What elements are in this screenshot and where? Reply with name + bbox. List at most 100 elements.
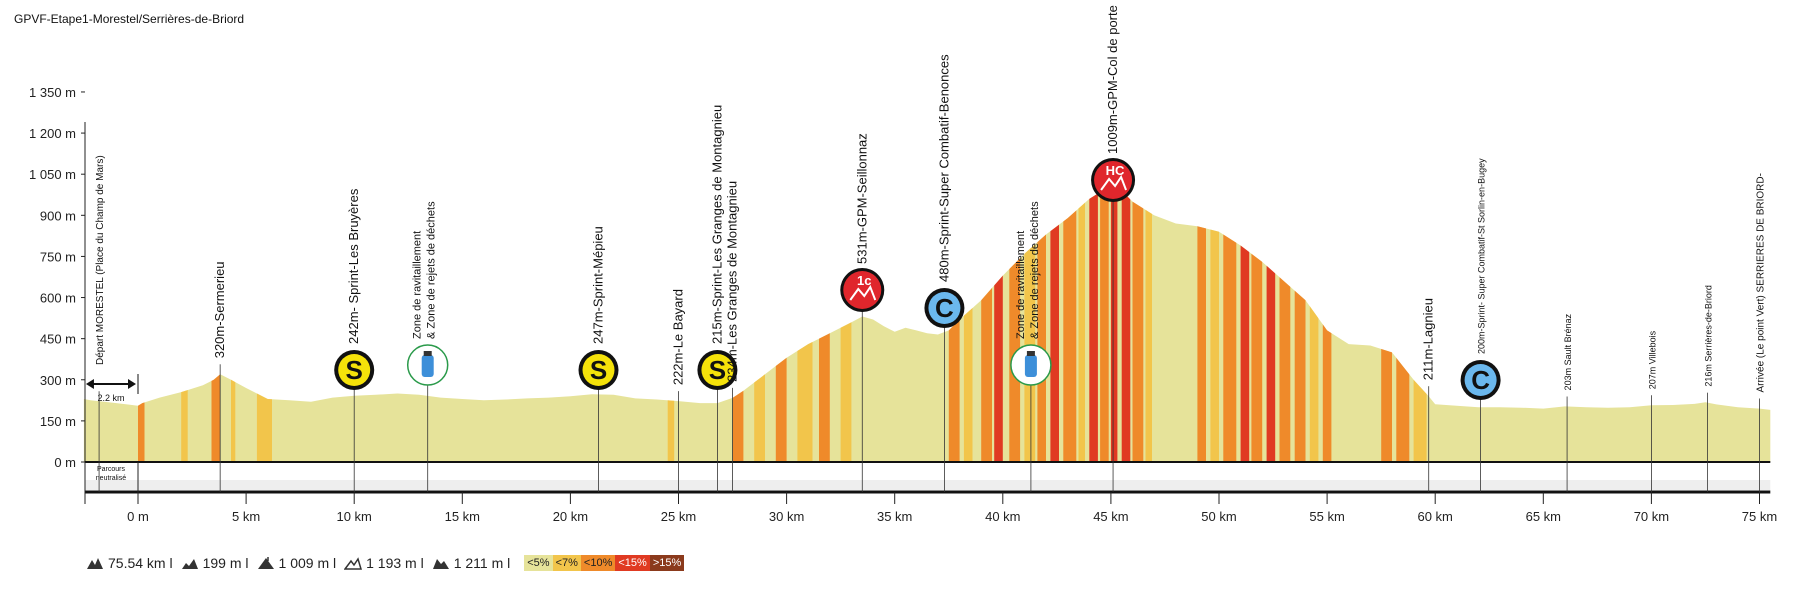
x-tick-label: 35 km (877, 509, 912, 524)
gradient-stripe (1100, 185, 1109, 462)
gradient-stripe (754, 185, 765, 462)
profile-area (83, 185, 1771, 462)
neutral-arrow-right (128, 379, 136, 389)
gradient-stripe (1063, 185, 1077, 462)
road-band (85, 480, 1771, 490)
mountain-prize-category: 1c (857, 273, 871, 288)
x-tick-label: 25 km (661, 509, 696, 524)
neutral-zone-label: Parcours (97, 466, 126, 473)
stat-descent: 1 211 m l (432, 555, 511, 571)
sprint-icon-glyph: S (709, 355, 726, 385)
waypoint-label: 531m-GPM-Seillonnaz (854, 133, 869, 264)
sprint-icon-glyph: S (590, 355, 607, 385)
bottle-cap-icon (423, 351, 432, 356)
stat-max-altitude-value: 1 009 m l (278, 555, 337, 571)
bottle-icon (421, 355, 434, 377)
x-tick-label: 70 km (1634, 509, 1669, 524)
gradient-stripe (1240, 185, 1250, 462)
y-tick-label: 450 m (40, 332, 76, 347)
stat-max-altitude: 1 009 m l (257, 555, 337, 571)
y-tick-label: 0 m (54, 455, 76, 470)
gradient-stripe (1145, 185, 1152, 462)
mountain-prize-category: HC (1106, 163, 1125, 178)
waypoint-label: 216m Serrières-de-Briord (1704, 285, 1714, 387)
waypoint-label: 320m-Sermerieu (212, 261, 227, 358)
gradient-stripe (1322, 185, 1332, 462)
legend-item-lt15: <15% (615, 555, 650, 571)
waypoint-label: 207m Villebois (1647, 330, 1657, 389)
y-tick-label: 600 m (40, 291, 76, 306)
waypoint-label: 211m-Lagnieu (1421, 298, 1436, 380)
neutral-distance-label: 2.2 km (97, 393, 124, 403)
legend-item-lt5: <5% (524, 555, 553, 571)
gradient-stripe (181, 185, 188, 462)
waypoint-label: & Zone de rejets de déchets (1029, 201, 1041, 339)
waypoint-label: 480m-Sprint-Super Combatif-Benonces (936, 54, 951, 282)
stat-descent-value: 1 211 m l (453, 555, 511, 571)
x-tick-label: 75 km (1742, 509, 1777, 524)
gradient-stripe (1396, 185, 1410, 462)
sprint-icon (701, 354, 734, 386)
mountain-prize-peaks (1100, 174, 1127, 191)
elevation-profile-chart: 0 m 150 m 300 m 450 m 600 m 750 m 900 m 1 050 m… (29, 5, 1777, 524)
gradient-stripe (1089, 185, 1098, 462)
waypoint-label: 200m-Sprint- Super Combatif-St Sorlin-en… (1477, 158, 1487, 354)
gradient-stripe (1309, 185, 1319, 462)
x-tick-label: 55 km (1309, 509, 1344, 524)
gradient-stripe (819, 185, 830, 462)
mountain-prize-icon (1094, 161, 1133, 199)
gradient-stripe (667, 185, 675, 462)
gradient-stripe (775, 185, 787, 462)
combatif-icon-glyph: C (935, 293, 954, 323)
gradient-stripe (1266, 185, 1276, 462)
gradient-stripe (1121, 185, 1131, 462)
waypoint-label: Zone de ravitaillement (412, 231, 424, 339)
stat-elevation-gain-value: 199 m l (202, 555, 249, 571)
stat-distance: 75.54 km l (86, 555, 173, 571)
page-title: GPVF-Etape1-Morestel/Serrières-de-Briord (14, 12, 245, 26)
waypoint-label: 215m-Sprint-Les Granges de Montagnieu (709, 105, 724, 344)
legend-item-lt7: <7% (552, 555, 581, 571)
y-tick-label: 1 200 m (29, 126, 76, 141)
waypoint-label: Zone de ravitaillement (1015, 231, 1027, 339)
y-tick-label: 900 m (40, 208, 76, 223)
climb-icon (344, 557, 363, 570)
waypoint-label: Départ MORESTEL (Place du Champ de Mars) (95, 155, 106, 365)
x-tick-label: 20 km (553, 509, 588, 524)
gradient-stripe (1009, 185, 1021, 462)
gradient-stripe (1294, 185, 1306, 462)
y-tick-label: 300 m (40, 373, 76, 388)
x-tick-label: 5 km (232, 509, 260, 524)
gradient-stripe (1110, 185, 1118, 462)
combatif-icon (1464, 364, 1497, 396)
sprint-icon (582, 354, 615, 386)
distance-icon (87, 558, 103, 569)
gradient-stripe (1132, 185, 1144, 462)
descent-icon (432, 559, 449, 569)
gradient-stripe (1210, 185, 1219, 462)
waypoint-label: 222m-Le Bayard (671, 289, 686, 385)
gradient-legend: <5% <7% <10% <15% >15% (524, 555, 685, 571)
gradient-stripe (994, 185, 1003, 462)
legend-item-gt15: >15% (649, 555, 685, 571)
gradient-stripe (1197, 185, 1206, 462)
waypoint-label: 242m- Sprint-Les Bruyères (346, 188, 361, 344)
x-tick-label: 30 km (769, 509, 804, 524)
waypoint-label: 247m-Sprint-Mépieu (591, 226, 606, 344)
neutral-zone-label: neutralisé (96, 475, 126, 482)
stat-elevation-gain: 199 m l (181, 555, 249, 571)
neutral-arrow-left (85, 379, 94, 389)
legend-item-lt10: <10% (580, 555, 616, 571)
x-tick-label: 10 km (336, 509, 371, 524)
combatif-icon (928, 292, 961, 324)
bottle-cap-icon (1026, 351, 1035, 356)
sprint-icon (338, 354, 371, 386)
gradient-stripe (1251, 185, 1263, 462)
waypoint-label: 1009m-GPM-Col de porte (1105, 5, 1120, 154)
combatif-icon-glyph: C (1471, 365, 1490, 395)
max-altitude-icon (257, 557, 274, 569)
gradient-stripe (1413, 185, 1427, 462)
x-tick-label: 40 km (985, 509, 1020, 524)
waypoint-label: Arrivée (Le point Vert) SERRIERES DE BRI… (1756, 173, 1767, 393)
x-tick-label: 45 km (1093, 509, 1128, 524)
